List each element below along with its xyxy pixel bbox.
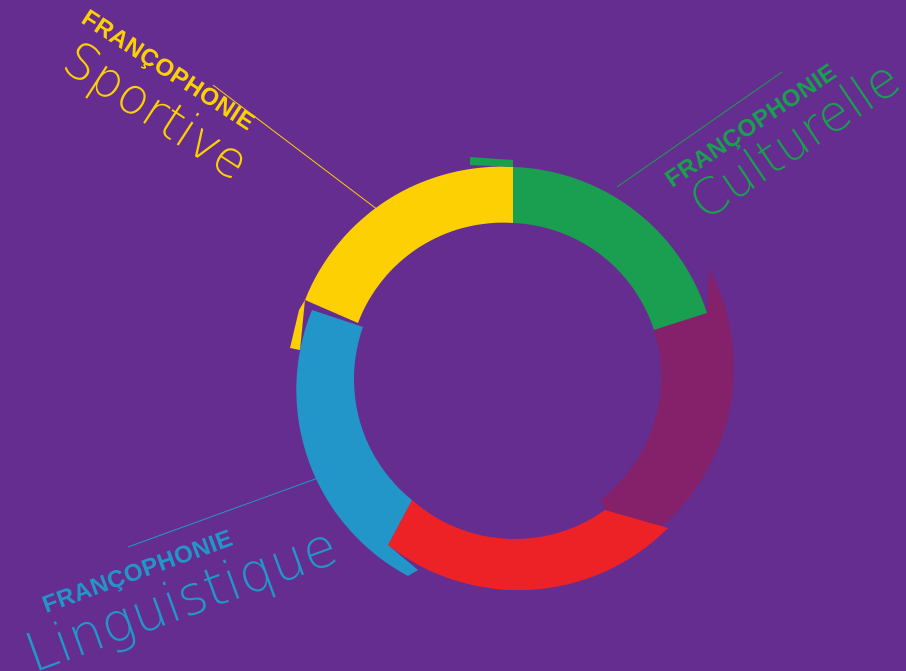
label-sportive: FRANÇOPHONIE Sportive: [53, 4, 260, 192]
connector-line-sportive: [212, 84, 379, 211]
label-culturelle: FRANÇOPHONIE Culturelle: [660, 49, 906, 232]
label-linguistique: FRANÇOPHONIE Linguistique: [17, 514, 346, 671]
ring-segment-sportive-edge: [290, 300, 305, 350]
ring-segment-culturelle: [513, 167, 707, 330]
connector-line-linguistique: [127, 477, 319, 548]
ring-segment-sportive: [305, 166, 513, 323]
ring-segment-culturelle-edge: [470, 157, 513, 167]
connector-line-culturelle: [616, 71, 783, 188]
ring-segment-politique: [600, 268, 734, 545]
ring-segment-economique: [388, 500, 668, 591]
ring-segment-linguistique: [296, 310, 418, 576]
